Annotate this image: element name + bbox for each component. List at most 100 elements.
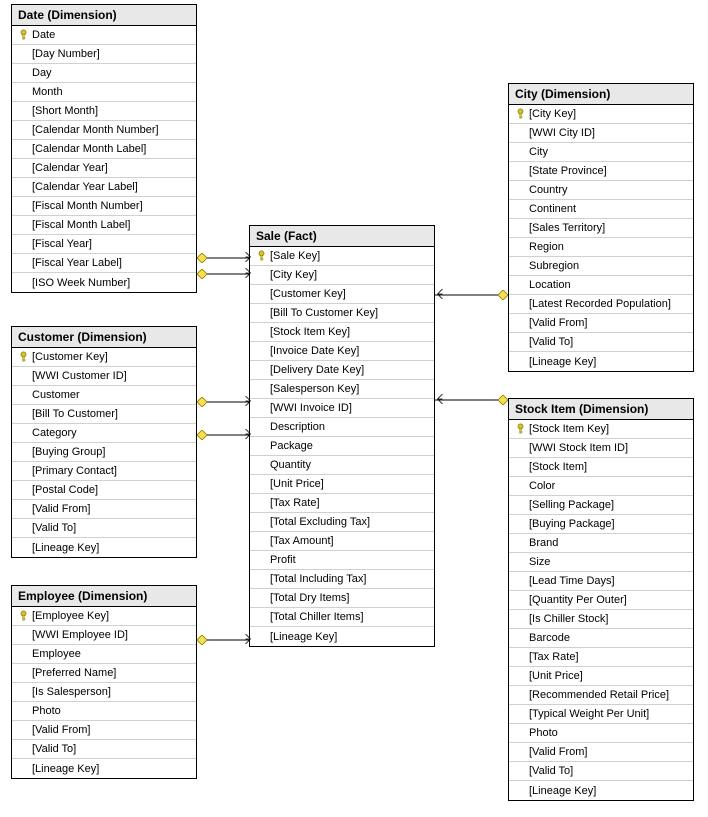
column-row[interactable]: [Invoice Date Key] (250, 342, 434, 361)
column-row[interactable]: [Calendar Year Label] (12, 178, 196, 197)
column-row[interactable]: [Valid From] (12, 721, 196, 740)
column-row[interactable]: [WWI Invoice ID] (250, 399, 434, 418)
column-row[interactable]: [Fiscal Month Label] (12, 216, 196, 235)
column-row[interactable]: [Recommended Retail Price] (509, 686, 693, 705)
column-row[interactable]: [Stock Item Key] (250, 323, 434, 342)
column-row[interactable]: Description (250, 418, 434, 437)
column-row[interactable]: [Tax Amount] (250, 532, 434, 551)
column-row[interactable]: [Buying Package] (509, 515, 693, 534)
column-row[interactable]: [Sales Territory] (509, 219, 693, 238)
column-row[interactable]: [Latest Recorded Population] (509, 295, 693, 314)
column-row[interactable]: [Fiscal Year Label] (12, 254, 196, 273)
column-row[interactable]: [Bill To Customer Key] (250, 304, 434, 323)
column-row[interactable]: Country (509, 181, 693, 200)
column-row[interactable]: [Primary Contact] (12, 462, 196, 481)
column-row[interactable]: Profit (250, 551, 434, 570)
table-stockitem[interactable]: Stock Item (Dimension) [Stock Item Key][… (508, 398, 694, 801)
column-row[interactable]: Photo (509, 724, 693, 743)
column-row[interactable]: Employee (12, 645, 196, 664)
column-row[interactable]: [Calendar Month Number] (12, 121, 196, 140)
column-row[interactable]: [WWI City ID] (509, 124, 693, 143)
column-row[interactable]: [Selling Package] (509, 496, 693, 515)
column-row[interactable]: Quantity (250, 456, 434, 475)
column-row[interactable]: [Delivery Date Key] (250, 361, 434, 380)
column-row[interactable]: Barcode (509, 629, 693, 648)
column-row[interactable]: [Valid From] (509, 314, 693, 333)
column-row[interactable]: [ISO Week Number] (12, 273, 196, 292)
column-row[interactable]: [Lineage Key] (12, 538, 196, 557)
column-row[interactable]: [City Key] (250, 266, 434, 285)
column-row[interactable]: City (509, 143, 693, 162)
table-sale[interactable]: Sale (Fact) [Sale Key][City Key][Custome… (249, 225, 435, 647)
column-row[interactable]: [Stock Item Key] (509, 420, 693, 439)
column-row[interactable]: [Preferred Name] (12, 664, 196, 683)
table-header[interactable]: Date (Dimension) (12, 5, 196, 26)
column-row[interactable]: Customer (12, 386, 196, 405)
column-row[interactable]: [City Key] (509, 105, 693, 124)
column-row[interactable]: [Unit Price] (509, 667, 693, 686)
column-row[interactable]: [Lineage Key] (509, 352, 693, 371)
column-row[interactable]: Category (12, 424, 196, 443)
column-row[interactable]: [Short Month] (12, 102, 196, 121)
column-row[interactable]: [Lineage Key] (509, 781, 693, 800)
column-row[interactable]: Photo (12, 702, 196, 721)
table-header[interactable]: Employee (Dimension) (12, 586, 196, 607)
column-row[interactable]: [Lineage Key] (12, 759, 196, 778)
table-header[interactable]: Customer (Dimension) (12, 327, 196, 348)
column-row[interactable]: [Valid To] (12, 519, 196, 538)
column-row[interactable]: [Total Excluding Tax] (250, 513, 434, 532)
column-row[interactable]: Brand (509, 534, 693, 553)
column-row[interactable]: [Tax Rate] (250, 494, 434, 513)
column-row[interactable]: Package (250, 437, 434, 456)
column-row[interactable]: [Customer Key] (12, 348, 196, 367)
column-row[interactable]: [Is Chiller Stock] (509, 610, 693, 629)
column-row[interactable]: Size (509, 553, 693, 572)
column-row[interactable]: Location (509, 276, 693, 295)
column-row[interactable]: [Fiscal Month Number] (12, 197, 196, 216)
column-row[interactable]: [Valid To] (509, 333, 693, 352)
column-row[interactable]: [Buying Group] (12, 443, 196, 462)
column-row[interactable]: [Postal Code] (12, 481, 196, 500)
table-city[interactable]: City (Dimension) [City Key][WWI City ID]… (508, 83, 694, 372)
table-employee[interactable]: Employee (Dimension) [Employee Key][WWI … (11, 585, 197, 779)
column-row[interactable]: [Lineage Key] (250, 627, 434, 646)
column-row[interactable]: [Day Number] (12, 45, 196, 64)
column-row[interactable]: [WWI Employee ID] (12, 626, 196, 645)
column-row[interactable]: Continent (509, 200, 693, 219)
column-row[interactable]: [Valid To] (12, 740, 196, 759)
column-row[interactable]: [Employee Key] (12, 607, 196, 626)
table-header[interactable]: City (Dimension) (509, 84, 693, 105)
column-row[interactable]: Day (12, 64, 196, 83)
column-row[interactable]: [Salesperson Key] (250, 380, 434, 399)
column-row[interactable]: [Unit Price] (250, 475, 434, 494)
column-row[interactable]: [Tax Rate] (509, 648, 693, 667)
column-row[interactable]: [Calendar Month Label] (12, 140, 196, 159)
column-row[interactable]: Region (509, 238, 693, 257)
column-row[interactable]: Subregion (509, 257, 693, 276)
column-row[interactable]: [Customer Key] (250, 285, 434, 304)
column-row[interactable]: Color (509, 477, 693, 496)
table-header[interactable]: Sale (Fact) (250, 226, 434, 247)
column-row[interactable]: [Valid From] (509, 743, 693, 762)
column-row[interactable]: Date (12, 26, 196, 45)
column-row[interactable]: [Lead Time Days] (509, 572, 693, 591)
column-row[interactable]: [WWI Customer ID] (12, 367, 196, 386)
column-row[interactable]: [Valid From] (12, 500, 196, 519)
column-row[interactable]: [State Province] (509, 162, 693, 181)
column-row[interactable]: [WWI Stock Item ID] (509, 439, 693, 458)
column-row[interactable]: [Typical Weight Per Unit] (509, 705, 693, 724)
column-row[interactable]: [Sale Key] (250, 247, 434, 266)
column-row[interactable]: [Quantity Per Outer] (509, 591, 693, 610)
column-row[interactable]: [Calendar Year] (12, 159, 196, 178)
column-row[interactable]: [Total Dry Items] (250, 589, 434, 608)
column-row[interactable]: [Total Chiller Items] (250, 608, 434, 627)
column-row[interactable]: [Fiscal Year] (12, 235, 196, 254)
column-row[interactable]: [Is Salesperson] (12, 683, 196, 702)
column-row[interactable]: [Valid To] (509, 762, 693, 781)
column-row[interactable]: [Stock Item] (509, 458, 693, 477)
table-header[interactable]: Stock Item (Dimension) (509, 399, 693, 420)
table-date[interactable]: Date (Dimension) Date[Day Number]DayMont… (11, 4, 197, 293)
column-row[interactable]: Month (12, 83, 196, 102)
column-row[interactable]: [Total Including Tax] (250, 570, 434, 589)
column-row[interactable]: [Bill To Customer] (12, 405, 196, 424)
